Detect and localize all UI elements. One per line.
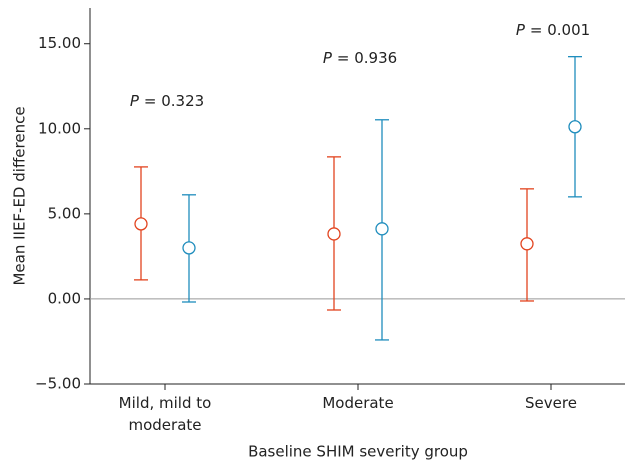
point <box>375 222 389 236</box>
annotation: P = 0.936 <box>323 49 397 67</box>
error-bar <box>375 119 389 341</box>
annotation-text: = 0.323 <box>144 92 204 110</box>
error-bar <box>327 156 341 311</box>
x-axis-title: Baseline SHIM severity group <box>248 443 468 461</box>
point <box>568 120 582 134</box>
annotation-text: = 0.936 <box>337 49 397 67</box>
error-bar <box>568 56 582 198</box>
annotation-italic: P <box>516 21 526 39</box>
point <box>134 217 148 231</box>
error-bar <box>182 194 196 303</box>
y-tick-label: 0.00 <box>48 289 81 307</box>
x-tick-label: Mild, mild to moderate <box>118 394 212 434</box>
point <box>327 227 341 241</box>
y-axis-title: Mean IIEF-ED difference <box>11 106 29 285</box>
y-tick-label: 10.00 <box>38 119 81 137</box>
y-tick-label: 15.00 <box>38 34 81 52</box>
annotation-text: = 0.001 <box>530 21 590 39</box>
annotation-italic: P <box>130 92 140 110</box>
error-bar <box>520 188 534 302</box>
x-tick-label-box: Moderate <box>322 394 394 412</box>
y-tick-label: 5.00 <box>48 204 81 222</box>
x-tick-label-box: Severe <box>525 394 577 412</box>
annotation: P = 0.001 <box>516 21 590 39</box>
x-tick-label: Moderate <box>322 394 394 412</box>
annotation-italic: P <box>323 49 333 67</box>
x-tick-label-box: Mild, mild to moderate <box>118 394 212 434</box>
y-tick-label: −5.00 <box>35 375 81 393</box>
point <box>520 237 534 251</box>
error-bar <box>134 166 148 281</box>
annotation: P = 0.323 <box>130 92 204 110</box>
x-tick-label: Severe <box>525 394 577 412</box>
point <box>182 241 196 255</box>
